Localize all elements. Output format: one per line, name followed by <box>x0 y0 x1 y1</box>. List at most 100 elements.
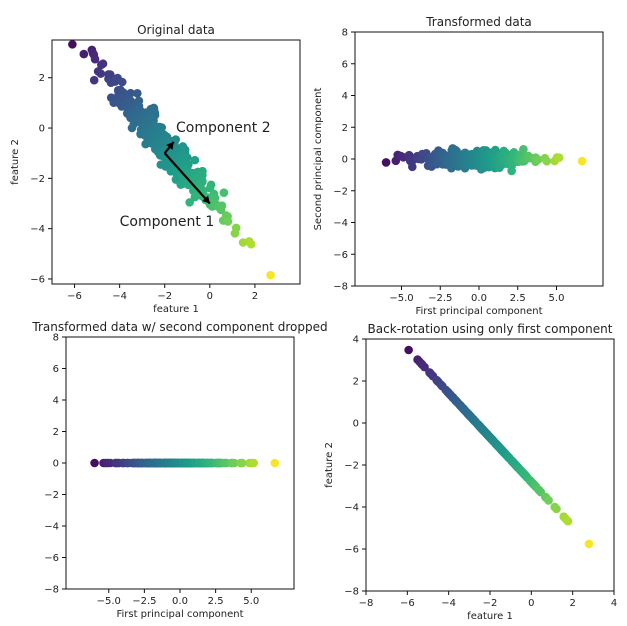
component-arrow-1 <box>163 152 211 205</box>
component-label-1: Component 1 <box>120 214 215 230</box>
data-point <box>126 88 135 98</box>
p3-title: Transformed data w/ second component dro… <box>31 320 327 334</box>
data-point <box>270 458 280 468</box>
y-tick-label: −6 <box>333 250 348 261</box>
data-point <box>544 496 553 505</box>
data-point <box>219 188 229 197</box>
y-tick-label: 4 <box>353 335 359 346</box>
y-tick-label: 2 <box>342 123 348 134</box>
data-point <box>110 77 120 86</box>
data-point <box>223 217 233 226</box>
data-point <box>542 156 552 166</box>
y-tick-label: 4 <box>342 91 348 102</box>
x-tick-label: −5.0 <box>97 596 121 607</box>
data-point <box>90 54 100 64</box>
p2-points <box>381 144 587 176</box>
x-tick-label: 0 <box>528 598 534 609</box>
x-tick-label: −4 <box>112 291 127 302</box>
p4-axes-frame <box>365 338 615 592</box>
data-point <box>133 89 142 98</box>
x-tick-label: 0 <box>207 291 213 302</box>
data-point <box>237 458 247 468</box>
y-tick-label: −2 <box>333 186 348 197</box>
y-tick-label: 0 <box>353 419 359 430</box>
y-tick-label: −8 <box>44 585 59 596</box>
y-tick-label: −2 <box>344 461 359 472</box>
data-point <box>381 158 391 167</box>
x-tick-label: −2 <box>157 291 172 302</box>
x-tick-label: 0.0 <box>471 293 487 304</box>
data-point <box>89 75 99 85</box>
y-tick-label: −4 <box>344 503 359 514</box>
y-tick-label: 8 <box>342 28 348 39</box>
y-tick-label: 2 <box>39 73 45 84</box>
data-point <box>519 144 528 154</box>
p4-ylabel: feature 2 <box>324 442 335 488</box>
p4-points <box>404 345 594 549</box>
y-tick-label: −2 <box>44 490 59 501</box>
arrow-head <box>166 141 174 150</box>
data-point <box>117 77 127 87</box>
p3-xlabel: First principal component <box>116 609 243 620</box>
data-point <box>266 270 275 280</box>
data-point <box>216 205 226 215</box>
data-point <box>577 156 587 166</box>
x-tick-label: −4 <box>441 598 456 609</box>
component-label-2: Component 2 <box>176 120 271 136</box>
p3-points <box>90 458 280 468</box>
p2-title: Transformed data <box>425 15 532 29</box>
y-tick-label: 2 <box>53 427 59 438</box>
x-tick-label: 2 <box>252 291 258 302</box>
y-tick-label: −2 <box>30 174 45 185</box>
y-tick-label: 0 <box>53 459 59 470</box>
p1-ylabel: feature 2 <box>10 139 21 185</box>
y-tick-label: 6 <box>342 59 348 70</box>
y-tick-label: 8 <box>53 333 59 344</box>
y-tick-label: −6 <box>44 553 59 564</box>
y-tick-label: −8 <box>333 282 348 293</box>
data-point <box>552 504 561 514</box>
x-tick-label: −8 <box>359 598 374 609</box>
arrow-head <box>202 195 210 204</box>
data-point <box>404 345 413 355</box>
x-tick-label: −2.5 <box>132 596 156 607</box>
data-point <box>68 40 77 49</box>
x-tick-label: −5.0 <box>389 293 413 304</box>
data-point <box>563 516 573 526</box>
p2-ylabel: Second principal component <box>313 88 324 231</box>
data-point <box>79 49 89 59</box>
data-point <box>127 123 137 133</box>
data-point <box>407 162 417 172</box>
p1-title: Original data <box>137 23 215 37</box>
x-tick-label: −6 <box>400 598 415 609</box>
y-tick-label: −4 <box>333 218 348 229</box>
x-tick-label: 5.0 <box>243 596 259 607</box>
data-point <box>90 458 99 468</box>
x-tick-label: 0.0 <box>172 596 188 607</box>
data-point <box>126 96 135 106</box>
x-tick-label: 2.5 <box>208 596 224 607</box>
y-tick-label: −6 <box>30 274 45 285</box>
p1-axes-frame <box>51 39 301 285</box>
data-point <box>554 153 564 162</box>
p1-panel: Component 1 Component 2 −6 −4 −2 0 2 −6 −4 −2 0 2 Or… <box>10 23 301 315</box>
data-point <box>246 239 256 249</box>
x-tick-label: −2.5 <box>428 293 452 304</box>
p1-xlabel: feature 1 <box>153 304 199 315</box>
y-tick-label: 0 <box>342 155 348 166</box>
y-tick-label: 4 <box>53 396 59 407</box>
y-tick-label: −4 <box>44 522 59 533</box>
p4-panel: −8 −6 −4 −2 0 2 4 −8 −6 −4 −2 0 2 4 Back-rotation usin… <box>324 322 617 622</box>
x-tick-label: 5.0 <box>549 293 565 304</box>
data-point <box>230 229 240 238</box>
x-tick-label: 2 <box>569 598 575 609</box>
data-point <box>96 69 106 78</box>
x-tick-label: 4 <box>611 598 617 609</box>
p3-panel: −5.0 −2.5 0.0 2.5 5.0 −8 −6 −4 −2 0 2 4 6 8Transforme… <box>31 320 327 620</box>
p2-panel: −5.0 −2.5 0.0 2.5 5.0 −8 −6 −4 −2 0 2 4 6 8 Transforme… <box>313 15 604 317</box>
data-point <box>584 539 594 549</box>
y-tick-label: −4 <box>30 224 45 235</box>
p4-xlabel: feature 1 <box>467 611 513 622</box>
x-tick-label: 2.5 <box>510 293 526 304</box>
